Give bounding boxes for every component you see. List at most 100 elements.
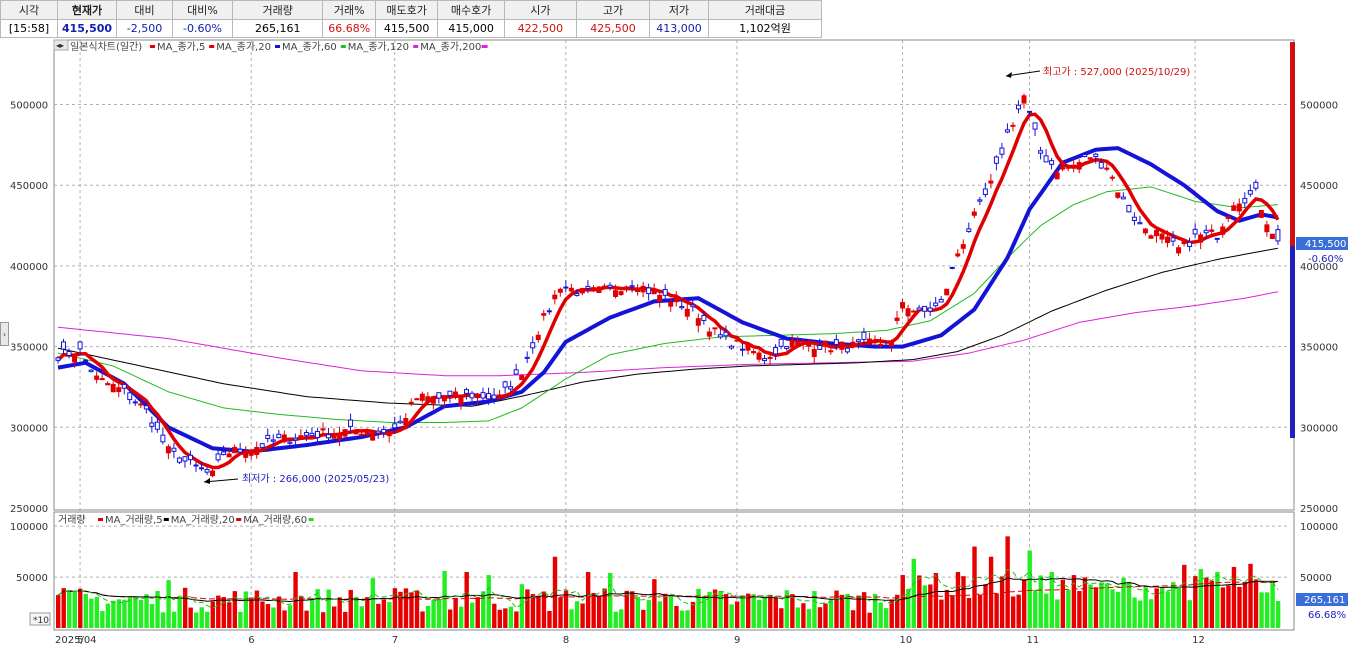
candle-body [988, 180, 994, 184]
volume-bar [320, 612, 326, 628]
volume-bar [1264, 592, 1270, 628]
volume-ma5-line [57, 568, 1279, 609]
volume-bar [1060, 579, 1066, 628]
legend-swatch [98, 518, 103, 521]
volume-bar [503, 608, 508, 628]
volume-bar [182, 587, 188, 628]
value-current-price: 415,500 [56, 18, 118, 38]
legend-swatch [481, 45, 488, 48]
candle-body [1264, 224, 1270, 233]
volume-bar [492, 603, 497, 628]
candle-body [833, 339, 839, 345]
volume-bar [265, 604, 271, 628]
low-label: 최저가 : 266,000 (2025/05/23) [242, 473, 389, 485]
candle-body [436, 392, 442, 399]
candle-body [55, 357, 61, 361]
volume-bar [1033, 590, 1038, 628]
candle-body [690, 304, 696, 308]
x-tick-month: 11 [1027, 635, 1040, 646]
candle-body [1148, 235, 1154, 239]
candle-body [1060, 165, 1066, 170]
candle-body [767, 356, 773, 359]
volume-bar [354, 596, 359, 628]
volume-bar [508, 606, 514, 628]
candle-body [486, 393, 492, 400]
volume-bar [127, 597, 133, 628]
candle-body [784, 346, 790, 349]
candle-body [386, 433, 392, 437]
volume-bar [696, 588, 701, 628]
candle-body [541, 313, 547, 316]
current-change-value: -0.60% [1308, 254, 1343, 265]
volume-bar [309, 598, 315, 628]
legend-swatch [308, 518, 314, 521]
legend-item: MA_종가,60 [282, 41, 337, 53]
volume-bar [828, 599, 834, 628]
candle-body [734, 339, 740, 342]
volume-bar [1253, 579, 1259, 628]
candle-body [513, 369, 519, 375]
volume-bar [779, 608, 784, 628]
x-axis-first-label: 2025/04 [55, 635, 97, 646]
header-change: 대비 [116, 0, 173, 20]
candle-body [248, 450, 254, 456]
volume-bar [641, 609, 646, 628]
legend-toggle-button[interactable] [53, 39, 69, 51]
value-trade-value: 1,102억원 [708, 18, 822, 38]
side-expand-button[interactable]: › [0, 322, 9, 346]
candle-body [535, 334, 541, 341]
volume-bar [1066, 589, 1071, 628]
candle-body [1049, 160, 1055, 165]
volume-bar [94, 596, 100, 628]
candle-body [221, 451, 227, 456]
candle-body [1038, 150, 1044, 154]
volume-bar [486, 575, 491, 628]
volume-bar [1088, 584, 1093, 628]
volume-bar [712, 589, 718, 628]
candle-body [855, 339, 861, 343]
volume-bar [1231, 566, 1237, 628]
volume-bar [337, 597, 342, 628]
volume-bar [547, 610, 552, 628]
volume-bar [999, 576, 1005, 628]
quote-value-row: [15:58] 415,500 -2,500 -0.60% 265,161 66… [0, 18, 822, 38]
volume-bar [1027, 550, 1032, 628]
volume-bar [205, 611, 210, 628]
volume-bar [955, 572, 961, 628]
legend-toggle-icon: ◂▸ [56, 41, 64, 50]
candle-body [287, 441, 293, 444]
candle-body [640, 285, 646, 293]
volume-y-axis-left: 100000 50000 [10, 522, 48, 584]
candle-body [1015, 104, 1021, 110]
candle-body [265, 434, 271, 440]
volume-bar [608, 573, 613, 628]
candle-body [806, 342, 812, 347]
candle-body [629, 285, 635, 288]
volume-bar [481, 591, 486, 628]
volume-bar [61, 588, 66, 628]
volume-bars[interactable] [56, 536, 1281, 628]
volume-legend-title: 거래량 [58, 514, 86, 526]
volume-bar [398, 591, 403, 628]
candle-body [176, 457, 182, 463]
candle-body [1247, 190, 1253, 195]
x-tick-month: 7 [392, 635, 398, 646]
volume-bar [961, 576, 966, 628]
candle-body [94, 375, 100, 380]
price-tick-right: 300000 [1300, 423, 1338, 434]
volume-bar [817, 607, 823, 628]
candle-body [331, 433, 337, 439]
volume-bar [668, 596, 674, 628]
volume-bar [1154, 588, 1159, 628]
volume-bar [900, 575, 905, 628]
volume-bar [249, 597, 254, 628]
candle-body [452, 391, 458, 397]
candle-body [243, 452, 249, 458]
volume-bar [839, 594, 845, 628]
stock-chart[interactable]: ◂▸ 일본식차트(일간) MA_종가,5 MA_종가,20 MA_종가,60 MA_종… [0, 38, 1348, 646]
candlesticks[interactable] [55, 93, 1281, 478]
volume-tick-right: 100000 [1300, 522, 1338, 533]
value-open: 422,500 [503, 18, 577, 38]
volume-bar [199, 607, 204, 628]
volume-bar [530, 594, 536, 628]
